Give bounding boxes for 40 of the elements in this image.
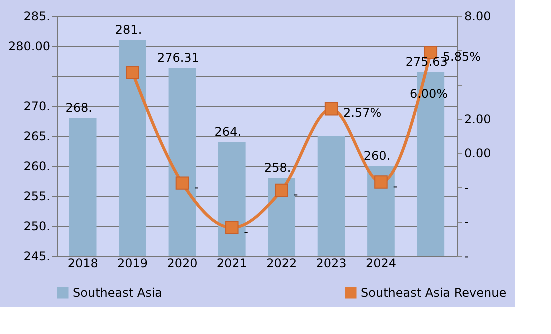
- data-label: 258.: [264, 161, 292, 175]
- point: [226, 221, 239, 235]
- y-tick-label: 245.: [24, 250, 50, 264]
- x-tick-label: 2021: [216, 256, 248, 270]
- point: [176, 176, 190, 190]
- y2-tick-label: -: [464, 250, 469, 264]
- data-label: 276.31: [157, 51, 200, 66]
- legend-label: Southeast Asia: [73, 286, 163, 300]
- point: [374, 176, 388, 189]
- y2-tick-label: -: [464, 180, 469, 195]
- y2-tick-label: 0.00: [464, 146, 492, 161]
- x-tick-label: 2018: [68, 256, 98, 270]
- y2-tick-label: 8.00: [464, 10, 492, 24]
- x-tick-label: 2022: [266, 256, 298, 270]
- data-label: 268.: [66, 101, 92, 115]
- y-tick-label: 270.: [24, 100, 50, 114]
- data-label: -: [244, 224, 248, 239]
- data-label: -: [194, 180, 199, 194]
- data-label: -: [393, 179, 398, 194]
- y-tick-label: 280.00: [8, 40, 50, 54]
- y-tick-label: 260.: [24, 160, 50, 174]
- data-label: -: [294, 188, 298, 202]
- data-label: 260.: [364, 149, 391, 163]
- y2-tick-label: -: [464, 215, 469, 230]
- data-label: 2.57%: [344, 106, 382, 120]
- y2-tick-label: 2.00: [464, 112, 492, 126]
- data-label: 281.: [115, 23, 142, 37]
- x-tick-label: 2024: [366, 256, 396, 270]
- point: [126, 66, 140, 80]
- x-tick-label: 2019: [118, 256, 148, 270]
- y-tick-label: 255.: [24, 190, 50, 204]
- y-tick-label: 250.: [24, 220, 50, 234]
- point: [324, 102, 338, 116]
- data-label: 264.: [214, 125, 242, 139]
- point: [275, 184, 288, 198]
- x-tick-label: 2023: [316, 256, 347, 270]
- legend-label: Southeast Asia Revenue: [361, 286, 507, 300]
- x-tick-label: 2020: [167, 256, 198, 270]
- y-tick-label: 285.: [24, 10, 50, 24]
- y-tick-label: 265.: [24, 130, 50, 144]
